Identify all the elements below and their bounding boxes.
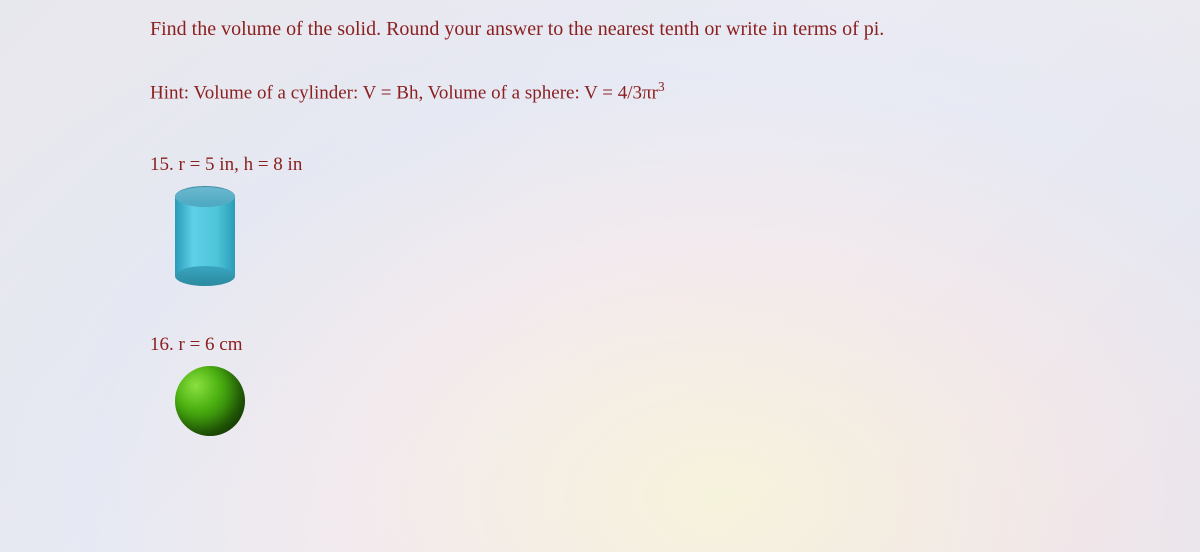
problem-15: 15. r = 5 in, h = 8 in <box>150 154 1050 316</box>
worksheet-content: Find the volume of the solid. Round your… <box>0 0 1200 496</box>
page-title: Find the volume of the solid. Round your… <box>150 18 1050 41</box>
cylinder-body <box>175 196 235 276</box>
cylinder-bottom <box>175 266 235 286</box>
exponent: 3 <box>658 79 665 94</box>
hint-prefix: Hint: Volume of a cylinder: V = Bh, Volu… <box>150 82 658 103</box>
sphere-icon <box>175 366 245 436</box>
problem-16-figure <box>150 366 1050 496</box>
problem-15-label: 15. r = 5 in, h = 8 in <box>150 154 1050 176</box>
problem-15-figure <box>150 186 1050 316</box>
problem-16-label: 16. r = 6 cm <box>150 334 1050 356</box>
problem-16: 16. r = 6 cm <box>150 334 1050 496</box>
hint-text: Hint: Volume of a cylinder: V = Bh, Volu… <box>150 79 1050 104</box>
cylinder-icon <box>175 186 235 286</box>
